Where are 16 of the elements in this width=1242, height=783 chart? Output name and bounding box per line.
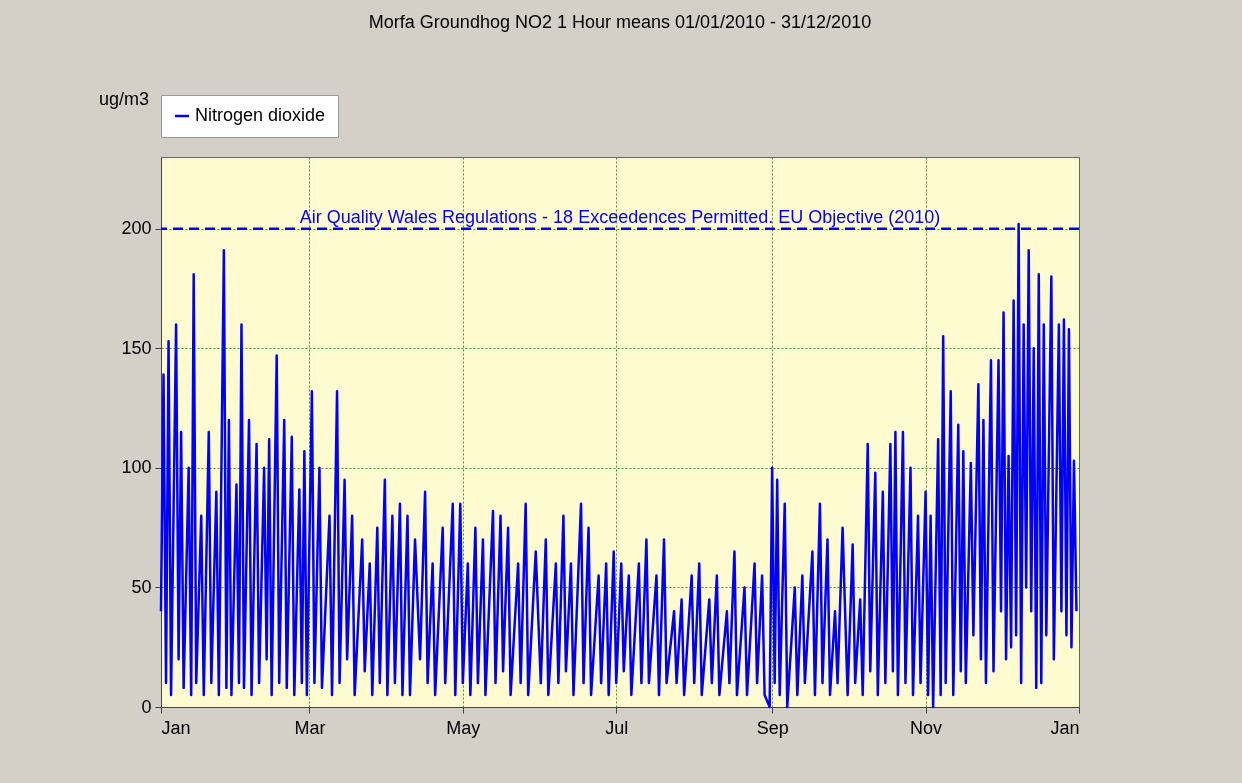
y-tick-label: 50 (131, 576, 152, 597)
legend-label: Nitrogen dioxide (195, 105, 326, 125)
x-tick-label: Sep (756, 717, 789, 738)
y-tick-label: 200 (121, 218, 152, 239)
y-tick-label: 0 (141, 696, 152, 717)
y-tick-label: 100 (121, 457, 152, 478)
x-tick-label: Jan (161, 717, 191, 738)
chart-title: Morfa Groundhog NO2 1 Hour means 01/01/2010 - 31/12/2010 (368, 12, 872, 32)
y-axis-title: ug/m3 (98, 89, 149, 109)
x-tick-label: Jan (1050, 717, 1080, 738)
y-tick-label: 150 (121, 337, 152, 358)
x-tick-label: Jul (605, 717, 629, 738)
x-tick-label: May (446, 717, 481, 738)
x-tick-label: Nov (910, 717, 943, 738)
x-tick-label: Mar (294, 717, 326, 738)
ref-line-label: Air Quality Wales Regulations - 18 Exceedences Permitted. EU Objective (2010) (299, 206, 941, 227)
